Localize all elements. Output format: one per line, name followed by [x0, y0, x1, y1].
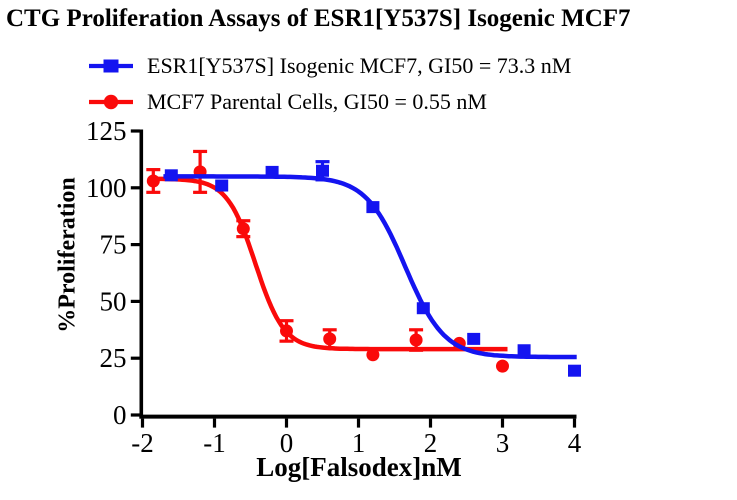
legend-label: MCF7 Parental Cells, GI50 = 0.55 nM: [147, 89, 487, 114]
x-tick-label: 1: [352, 428, 366, 458]
data-point-square: [316, 164, 329, 177]
x-tick-label: -1: [203, 428, 226, 458]
x-tick-label: 2: [424, 428, 438, 458]
data-point-circle: [366, 348, 380, 362]
data-point-square: [517, 344, 531, 357]
data-point-square: [164, 169, 178, 182]
y-tick-label: 75: [100, 230, 127, 260]
x-axis-title: Log[Falsodex]nM: [256, 452, 462, 482]
y-tick-label: 25: [100, 343, 127, 373]
y-tick-label: 125: [86, 116, 127, 146]
data-point-square: [568, 364, 581, 377]
y-tick-label: 0: [113, 400, 127, 430]
y-tick-label: 50: [100, 286, 127, 316]
data-point-square: [416, 302, 430, 315]
data-point-square: [366, 201, 380, 214]
fit-curve-circle: [151, 176, 508, 352]
x-ticks: -2 -1 0 1 2 3 4: [131, 418, 582, 458]
legend-item-esr1-y537s: ESR1[Y537S] Isogenic MCF7, GI50 = 73.3 n…: [88, 51, 571, 81]
data-points-circle: [146, 165, 509, 373]
data-point-circle: [280, 324, 293, 338]
legend-marker-circle-icon: [89, 94, 133, 110]
data-points-square: [164, 164, 581, 377]
legend-marker-square-icon: [89, 59, 133, 73]
legend-item-mcf7-parental: MCF7 Parental Cells, GI50 = 0.55 nM: [88, 87, 571, 117]
data-point-circle: [409, 333, 423, 347]
legend: ESR1[Y537S] Isogenic MCF7, GI50 = 73.3 n…: [88, 51, 571, 123]
data-point-square: [265, 165, 279, 178]
data-point-circle: [496, 359, 509, 373]
data-point-circle: [323, 332, 337, 346]
chart-title: CTG Proliferation Assays of ESR1[Y537S] …: [6, 5, 631, 32]
y-ticks: 0 25 50 75 100 125: [86, 116, 140, 430]
data-point-circle: [146, 174, 160, 188]
y-tick-label: 100: [86, 173, 127, 203]
data-point-square: [215, 179, 229, 192]
data-point-square: [467, 332, 481, 345]
data-point-circle: [236, 222, 250, 236]
legend-label: ESR1[Y537S] Isogenic MCF7, GI50 = 73.3 n…: [147, 53, 572, 78]
x-tick-label: 3: [496, 428, 510, 458]
x-tick-label: 4: [568, 428, 582, 458]
x-tick-label: 0: [280, 428, 294, 458]
x-tick-label: -2: [131, 428, 154, 458]
